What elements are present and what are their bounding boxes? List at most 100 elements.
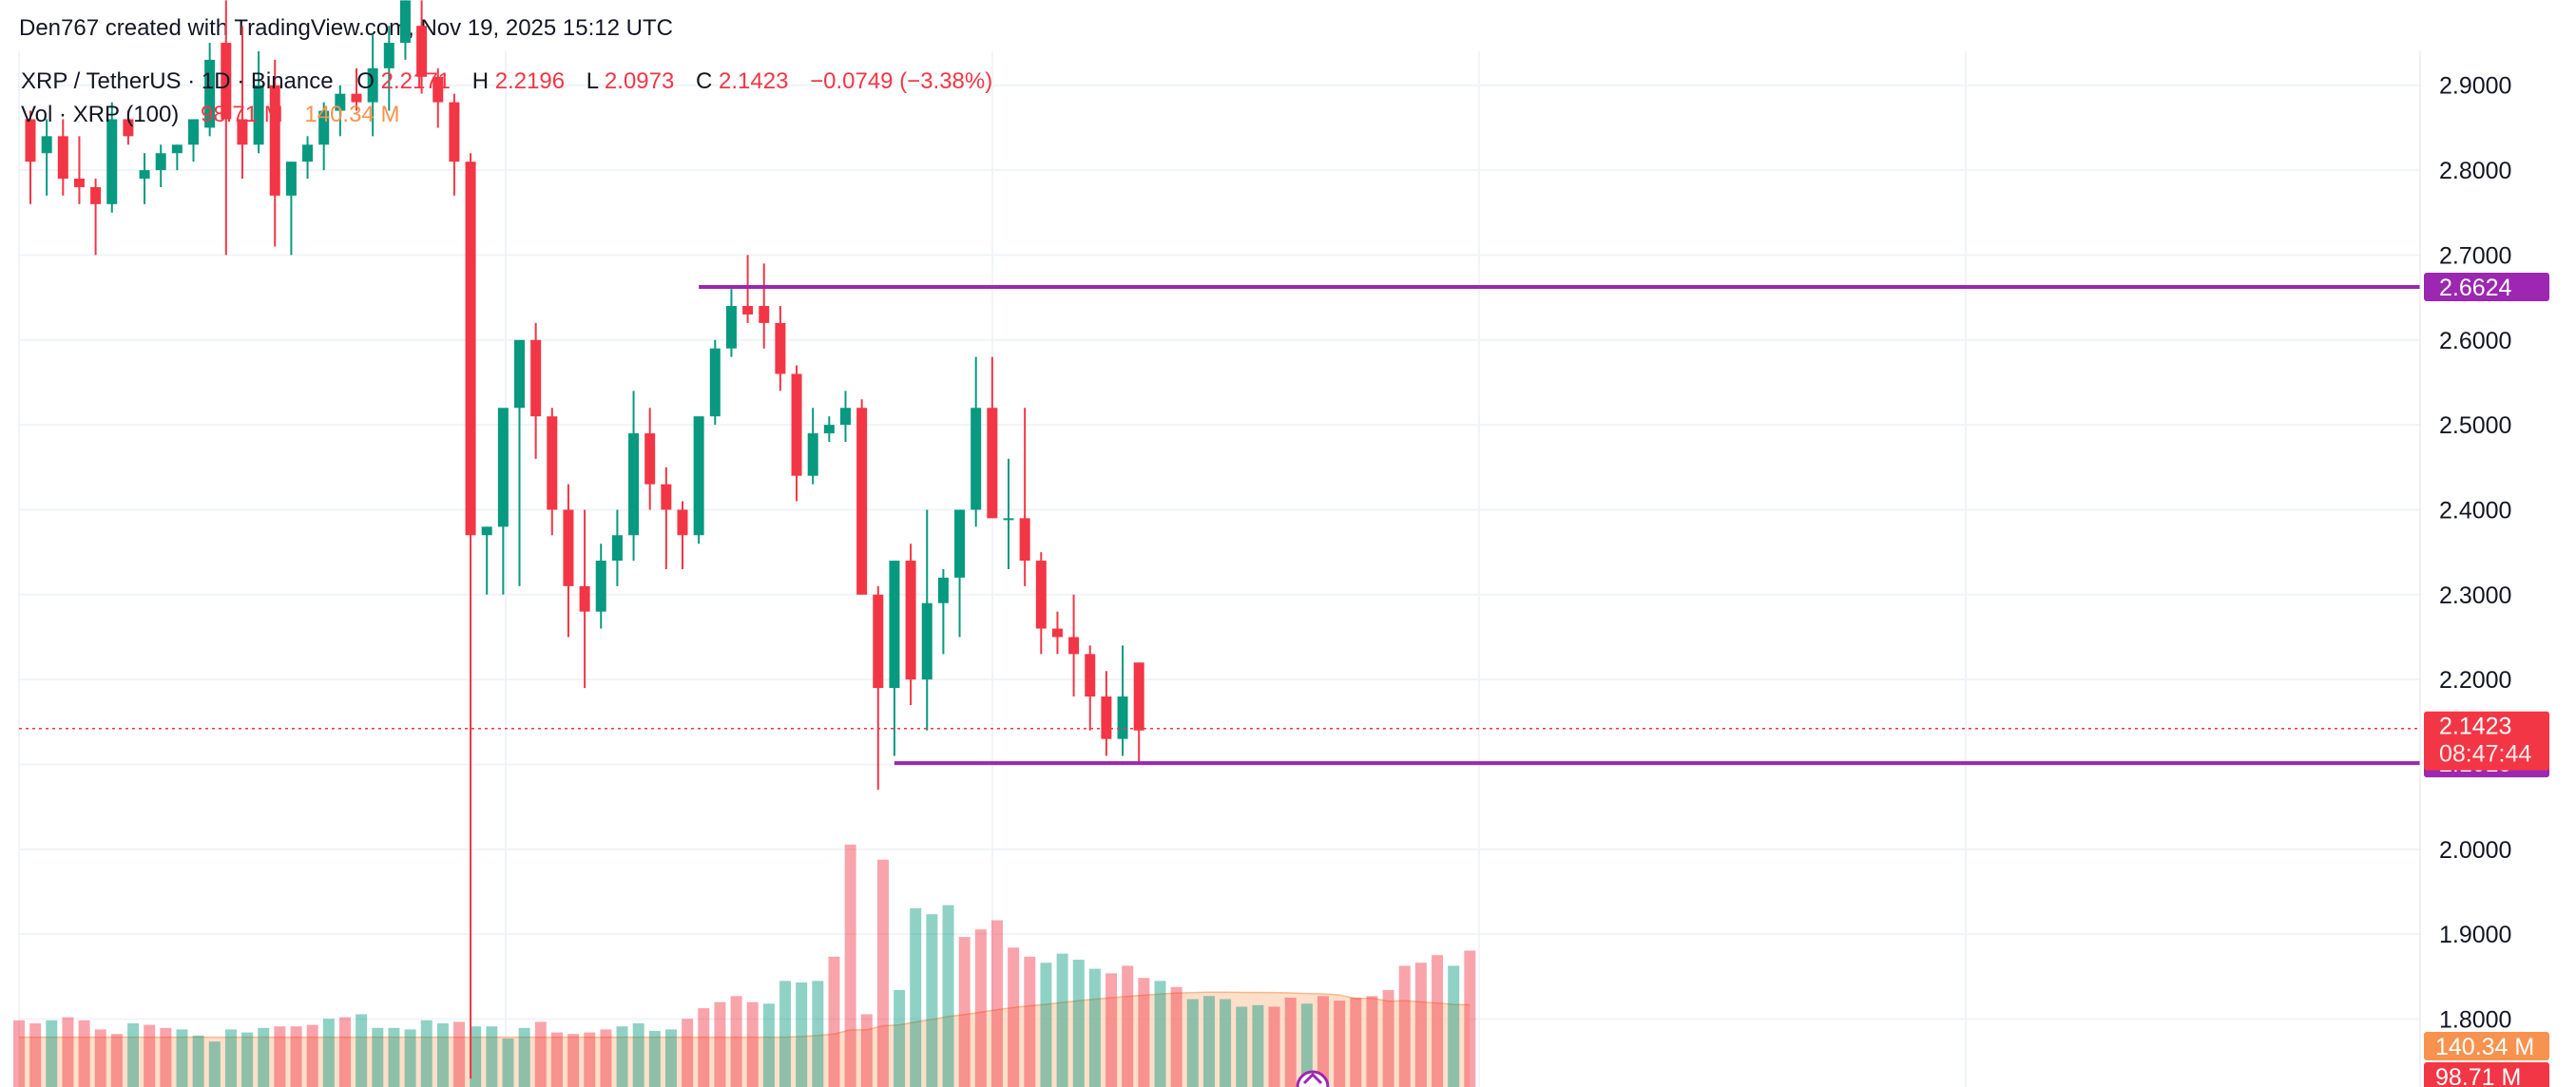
volume-bar	[1008, 947, 1020, 1087]
candle-body	[547, 416, 558, 510]
candle-body	[1085, 654, 1096, 697]
y-tick-label: 2.6000	[2439, 328, 2511, 354]
volume-bar	[828, 956, 840, 1087]
candle-body	[759, 306, 770, 323]
attribution-bar: Den767 created with TradingView.com, Nov…	[0, 0, 2576, 51]
candle-body	[709, 348, 721, 417]
candle-body	[677, 509, 688, 536]
candle-body	[905, 561, 916, 680]
y-tick-label: 2.2000	[2439, 667, 2511, 694]
volume-bar	[812, 981, 824, 1087]
price-axis[interactable]: 2.9000 2.8000 2.7000 2.6000 2.5000 2.4000 2.30…	[2419, 51, 2511, 1087]
candle-body	[775, 322, 786, 374]
candle-body	[171, 144, 183, 154]
volume-bar	[241, 1032, 254, 1087]
candle-body	[742, 306, 754, 315]
candle-body	[725, 306, 737, 349]
volume-bar	[860, 1014, 873, 1087]
price-tag	[2424, 711, 2549, 771]
chart-legend: XRP / TetherUS · 1D · Binance O 2.2171 H…	[21, 68, 992, 127]
candle-body	[921, 602, 932, 680]
volume-bar	[46, 1020, 58, 1087]
volume-bar	[62, 1017, 74, 1087]
y-tick-label: 2.4000	[2439, 497, 2511, 524]
candle-body	[25, 119, 36, 162]
legend-symbol: XRP / TetherUS · 1D · Binance	[21, 68, 334, 94]
volume-bar	[436, 1023, 449, 1087]
chart-grid	[18, 51, 2420, 1087]
volume-bar	[224, 1029, 237, 1087]
candle-body	[1051, 628, 1063, 638]
price-tag-label: 2.1423	[2439, 714, 2511, 740]
candle-body	[123, 119, 134, 137]
goto-realtime-icon[interactable]	[1296, 1070, 1330, 1087]
candle-body	[889, 561, 900, 689]
candles[interactable]	[25, 0, 1144, 1079]
volume-bar	[1154, 981, 1166, 1087]
volume-bar	[176, 1029, 188, 1087]
candle-body	[954, 509, 966, 578]
y-tick-label: 2.3000	[2439, 582, 2511, 609]
candle-body	[188, 119, 199, 145]
y-tick-label: 2.8000	[2439, 158, 2511, 184]
volume-bar	[991, 920, 1003, 1087]
candle-body	[791, 373, 802, 476]
candle-body	[57, 136, 68, 180]
y-tick-label: 2.0000	[2439, 837, 2511, 864]
candle-body	[204, 59, 216, 128]
volume-bar	[1138, 978, 1150, 1087]
volume-bar	[1317, 996, 1329, 1087]
volume-bar	[78, 1020, 90, 1087]
legend-vol-value: 98.71 M	[201, 102, 283, 127]
candle-body	[285, 162, 297, 196]
candle-body	[1117, 696, 1128, 739]
candle-body	[530, 339, 542, 417]
volume-bar	[665, 1029, 677, 1087]
volume-bar	[1350, 997, 1362, 1087]
candle-body	[106, 119, 118, 204]
volume-bar	[1414, 963, 1427, 1087]
candle-body	[693, 416, 704, 536]
volume-bar	[1072, 960, 1085, 1087]
candle-body	[335, 93, 346, 111]
volume-bar	[518, 1027, 530, 1087]
candle-body	[302, 144, 314, 162]
legend-open-label: O	[356, 68, 375, 94]
candle-body	[661, 484, 672, 510]
volume-bar	[894, 989, 906, 1087]
candle-body	[807, 433, 818, 476]
volume-bar	[698, 1008, 710, 1087]
volume-bar	[1202, 996, 1215, 1087]
volume-bar	[1334, 1001, 1346, 1087]
candle-body	[221, 43, 232, 120]
volume-bar	[796, 982, 808, 1087]
y-tick-label: 2.9000	[2439, 73, 2511, 100]
volume-bar	[1366, 996, 1378, 1087]
legend-vol-label: Vol · XRP (100)	[21, 102, 179, 127]
candle-body	[90, 186, 102, 204]
candle-body	[155, 153, 166, 171]
volume-bars	[13, 844, 1476, 1087]
volume-bar	[192, 1035, 204, 1087]
volume-ma-line	[19, 991, 1471, 1039]
legend-change: −0.0749 (−3.38%)	[810, 68, 992, 94]
volume-bar	[274, 1026, 286, 1087]
legend-high-value: 2.2196	[495, 68, 565, 94]
countdown-label: 08:47:44	[2439, 741, 2531, 768]
volume-bar	[926, 914, 938, 1087]
volume-bar	[208, 1041, 221, 1087]
volume-bar	[127, 1023, 140, 1087]
volume-bar	[1268, 1006, 1280, 1087]
price-tag	[2424, 273, 2549, 302]
volume-bar	[584, 1032, 596, 1087]
volume-bar	[290, 1026, 302, 1087]
volume-bar	[600, 1029, 612, 1087]
candle-body	[971, 408, 982, 510]
volume-bar	[550, 1032, 563, 1087]
horizontal-lines[interactable]	[19, 285, 2420, 766]
candle-body	[514, 339, 525, 409]
candle-body	[497, 408, 509, 527]
candle-body	[237, 119, 248, 145]
